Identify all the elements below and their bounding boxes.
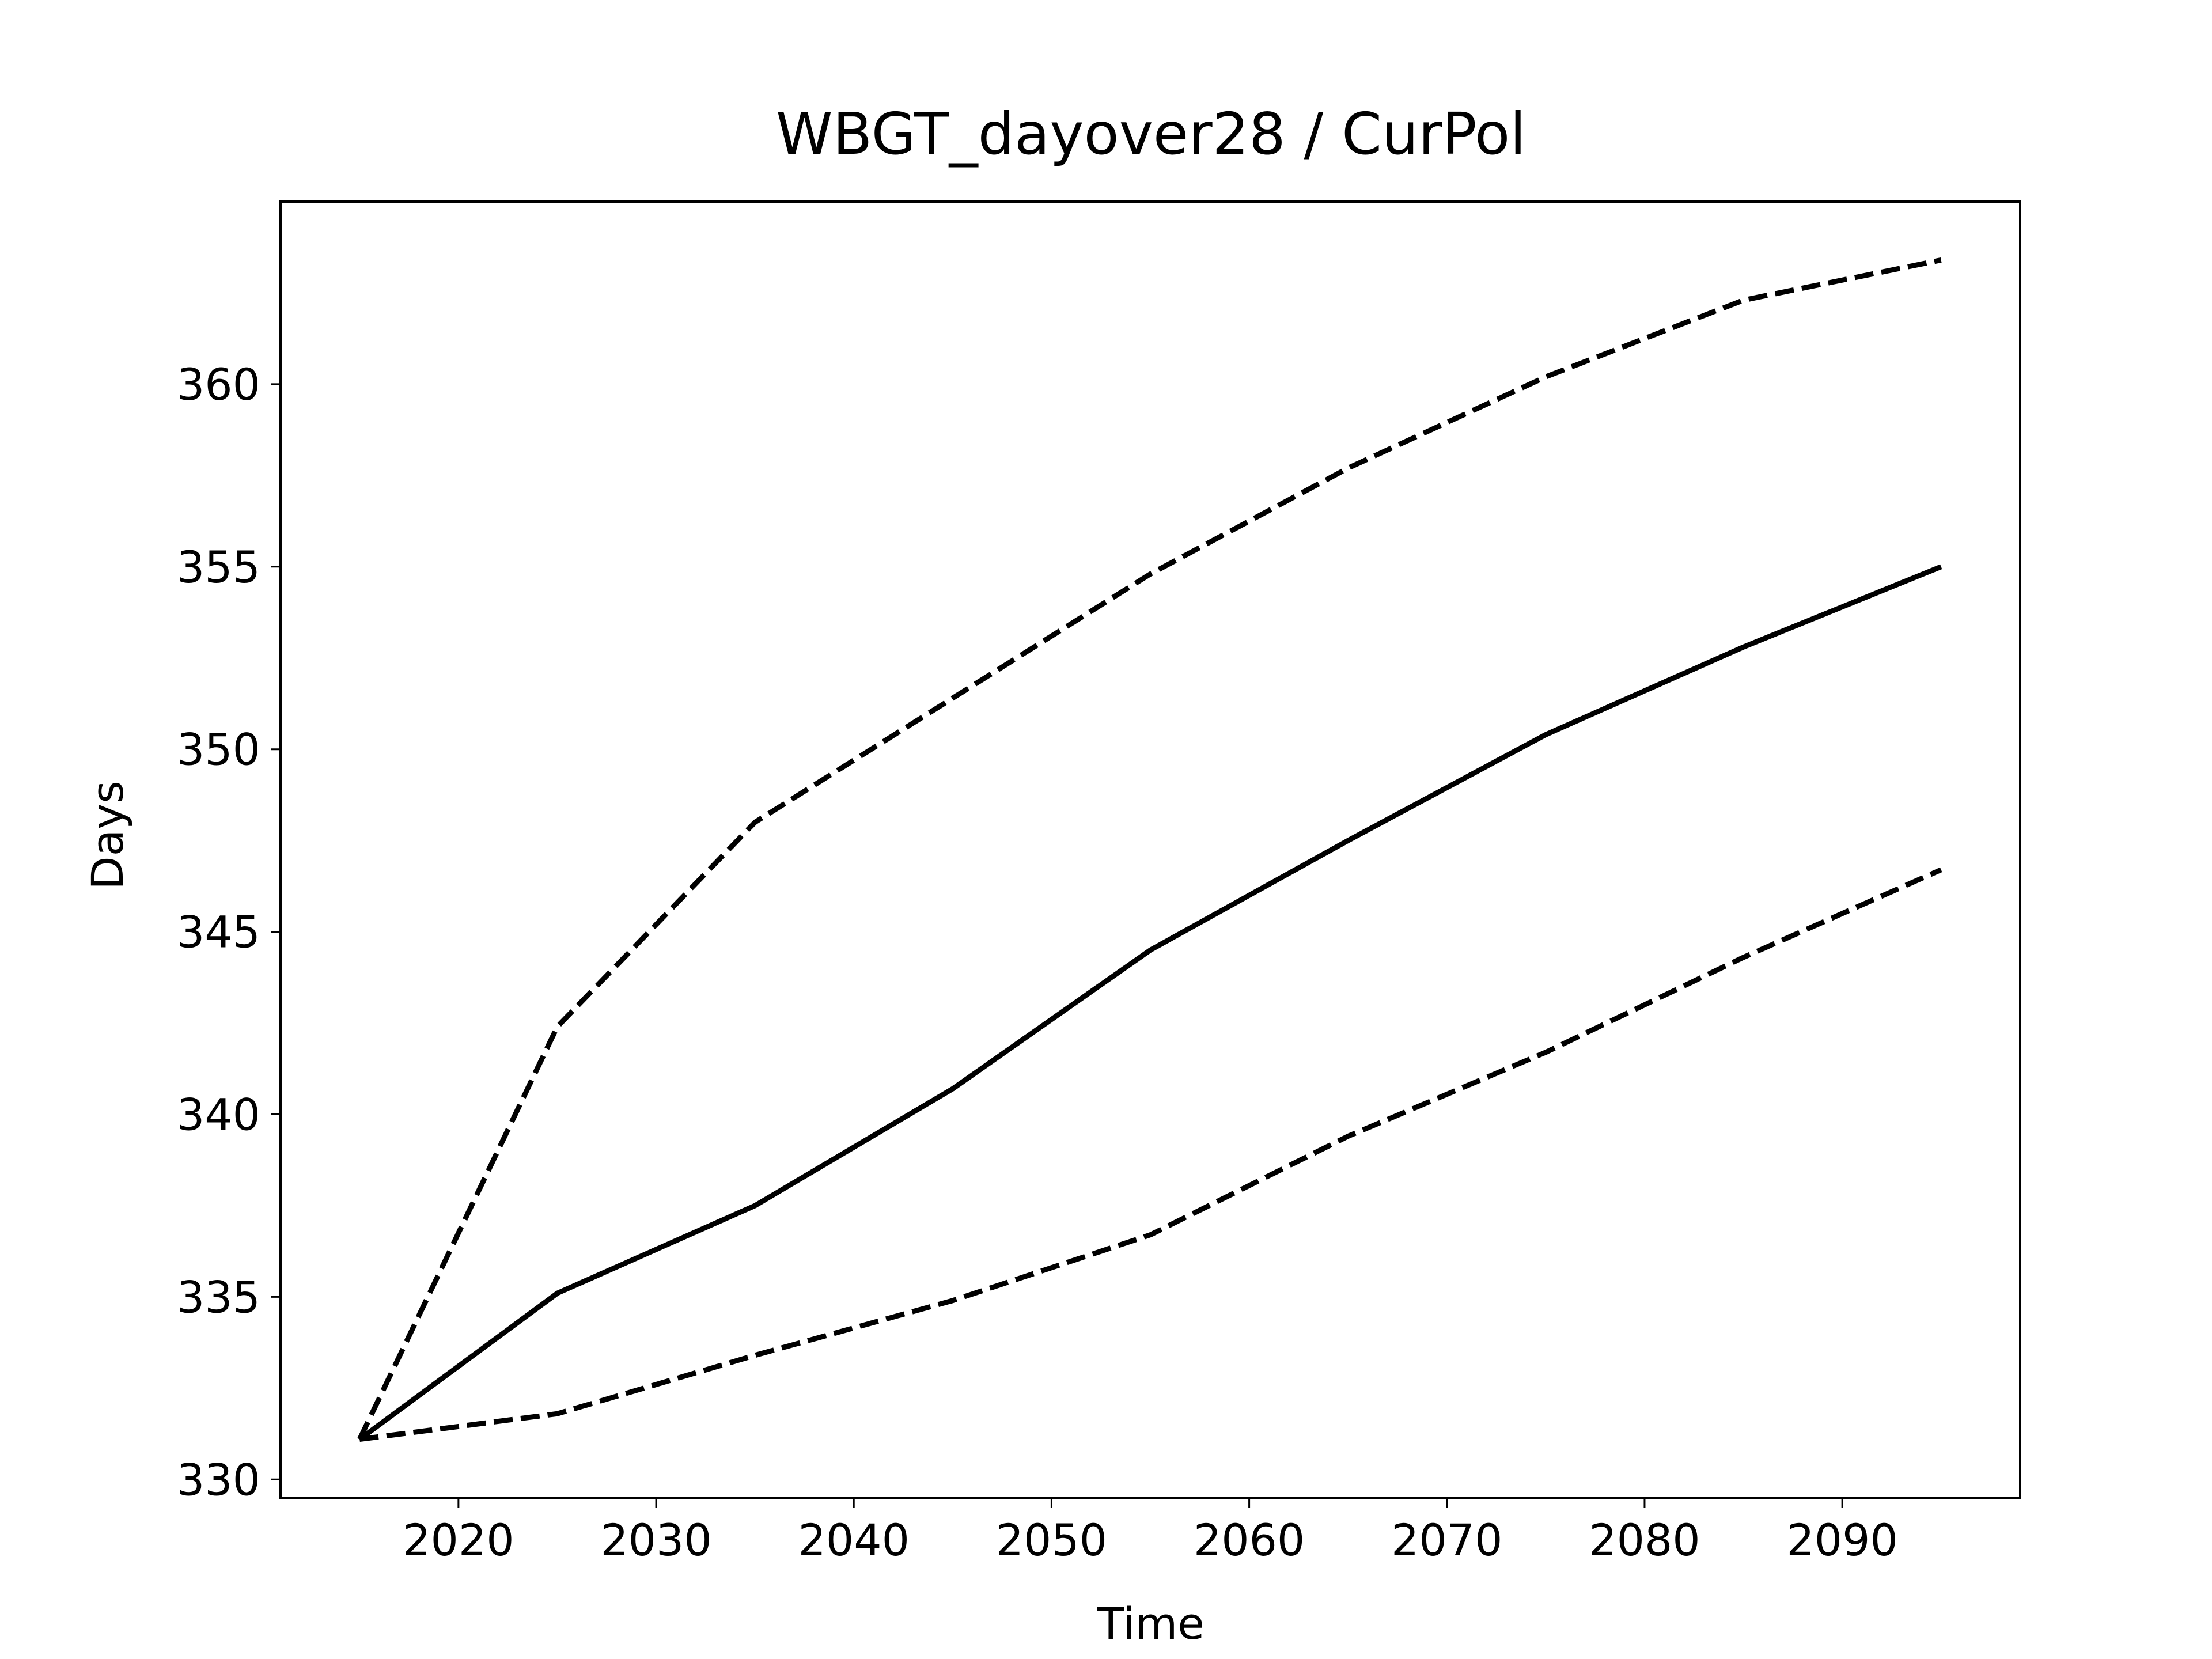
y-tick-label: 330 [177,1454,260,1505]
x-tick-label: 2080 [1589,1514,1700,1566]
x-tick-label: 2040 [798,1514,910,1566]
y-axis-label: Days [82,781,133,890]
series-line [359,867,1942,1442]
series-line [357,257,1942,1441]
x-tick-label: 2060 [1194,1514,1305,1566]
y-tick-label: 335 [177,1271,260,1323]
x-tick-label: 2020 [403,1514,514,1566]
y-tick-label: 345 [177,907,260,958]
x-tick-label: 2090 [1786,1514,1897,1566]
x-tick-label: 2070 [1391,1514,1502,1566]
x-tick-label: 2050 [996,1514,1107,1566]
plot-frame [279,200,2021,1499]
x-tick-label: 2030 [600,1514,711,1566]
y-tick-label: 350 [177,724,260,775]
y-tick-label: 360 [177,359,260,410]
y-tick-label: 340 [177,1089,260,1141]
x-axis-label: Time [1097,1598,1205,1649]
chart-title: WBGT_dayover28 / CurPol [776,100,1526,168]
y-tick-label: 355 [177,541,260,593]
series-line [358,564,1942,1442]
